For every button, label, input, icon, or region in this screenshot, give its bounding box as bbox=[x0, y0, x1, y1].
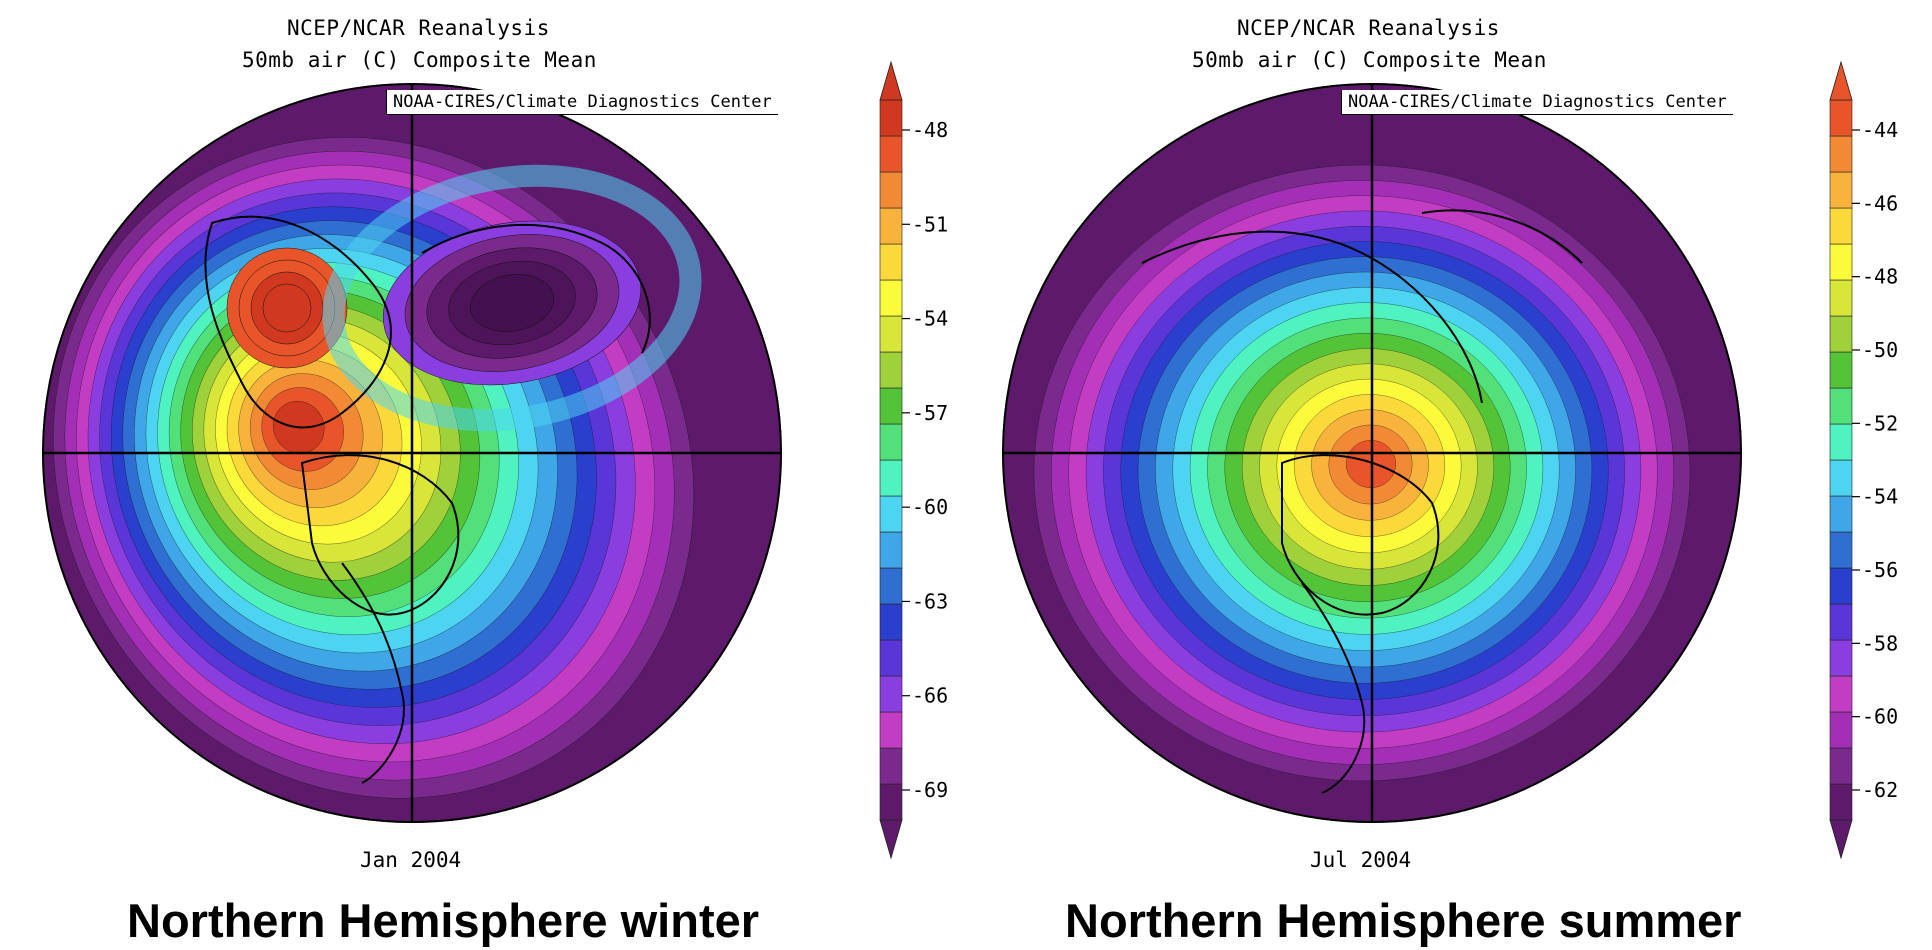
colorbar-segment bbox=[879, 603, 903, 641]
colorbar-segment bbox=[1829, 747, 1853, 785]
colorbar-segment bbox=[879, 99, 903, 137]
colorbar-tick-label: -57 bbox=[912, 401, 948, 425]
coastline bbox=[1141, 230, 1483, 404]
winter-polar-map bbox=[42, 83, 782, 823]
colorbar-segment bbox=[879, 279, 903, 317]
colorbar-segment bbox=[879, 531, 903, 569]
summer-colorbar: -44 -46 -48 -50 -52 -54 -56 -58 -60 -62 bbox=[1829, 60, 1898, 860]
colorbar-segment bbox=[1829, 99, 1853, 137]
colorbar-segment bbox=[879, 171, 903, 209]
colorbar-tick-label: -60 bbox=[912, 495, 948, 519]
colorbar-tick-label: -54 bbox=[1862, 485, 1898, 509]
colorbar-tick-label: -51 bbox=[912, 212, 948, 236]
colorbar-segment bbox=[1829, 675, 1853, 713]
coastline bbox=[341, 562, 405, 784]
map-date: Jan 2004 bbox=[360, 848, 462, 872]
colorbar-tick-label: -46 bbox=[1862, 191, 1898, 215]
colorbar-segment bbox=[1829, 171, 1853, 209]
colorbar-segment bbox=[1829, 315, 1853, 353]
colorbar-segment bbox=[879, 675, 903, 713]
coastline bbox=[300, 454, 460, 616]
season-caption: Northern Hemisphere winter bbox=[127, 894, 760, 947]
colorbar-tick-label: -44 bbox=[1862, 118, 1898, 142]
header-line1: NCEP/NCAR Reanalysis bbox=[1237, 16, 1500, 40]
colorbar-tick-label: -48 bbox=[912, 118, 948, 142]
colorbar-arrow-top bbox=[1829, 60, 1853, 101]
colorbar-tick-label: -52 bbox=[1862, 411, 1898, 435]
cold-vortex-contour bbox=[470, 274, 554, 332]
credit-label: NOAA-CIRES/Climate Diagnostics Center bbox=[386, 90, 778, 115]
header-line1: NCEP/NCAR Reanalysis bbox=[287, 16, 550, 40]
colorbar-segment bbox=[1829, 639, 1853, 677]
colorbar-segment bbox=[1829, 279, 1853, 317]
colorbar-tick-label: -66 bbox=[912, 684, 948, 708]
coastline bbox=[1281, 454, 1440, 616]
colorbar-tick-label: -63 bbox=[912, 589, 948, 613]
colorbar-segment bbox=[879, 243, 903, 281]
header-line2: 50mb air (C) Composite Mean bbox=[1192, 48, 1547, 72]
colorbar-tick-label: -48 bbox=[1862, 265, 1898, 289]
colorbar-segment bbox=[879, 315, 903, 353]
map-border bbox=[42, 83, 782, 823]
colorbar-segment bbox=[879, 207, 903, 245]
season-caption: Northern Hemisphere summer bbox=[1065, 894, 1742, 947]
colorbar-segment bbox=[879, 459, 903, 497]
colorbar-arrow-bottom bbox=[1829, 819, 1853, 860]
colorbar-segment bbox=[1829, 567, 1853, 605]
map-date: Jul 2004 bbox=[1310, 848, 1412, 872]
colorbar-segment bbox=[879, 639, 903, 677]
colorbar-tick-label: -58 bbox=[1862, 631, 1898, 655]
vortex-edge-band bbox=[322, 164, 702, 432]
colorbar-segment bbox=[879, 135, 903, 173]
colorbar-segment bbox=[1829, 243, 1853, 281]
colorbar-tick-label: -50 bbox=[1862, 338, 1898, 362]
colorbar-segment bbox=[879, 423, 903, 461]
colorbar-segment bbox=[1829, 495, 1853, 533]
colorbar-segment bbox=[879, 711, 903, 749]
credit-label: NOAA-CIRES/Climate Diagnostics Center bbox=[1341, 90, 1733, 115]
colorbar-tick-label: -62 bbox=[1862, 778, 1898, 802]
colorbar-segment bbox=[879, 351, 903, 389]
coastline bbox=[1421, 209, 1583, 264]
colorbar-segment bbox=[1829, 531, 1853, 569]
colorbar-tick-label: -56 bbox=[1862, 558, 1898, 582]
colorbar-segment bbox=[879, 495, 903, 533]
winter-colorbar: -48 -51 -54 -57 -60 -63 -66 -69 bbox=[879, 60, 948, 860]
coastline bbox=[204, 215, 392, 429]
colorbar-segment bbox=[879, 783, 903, 821]
colorbar-segment bbox=[1829, 459, 1853, 497]
colorbar-segment bbox=[1829, 387, 1853, 425]
colorbar-arrow-top bbox=[879, 60, 903, 101]
colorbar-tick-label: -54 bbox=[912, 307, 948, 331]
colorbar-segment bbox=[879, 747, 903, 785]
colorbar-segment bbox=[1829, 207, 1853, 245]
colorbar-tick-label: -69 bbox=[912, 778, 948, 802]
header-line2: 50mb air (C) Composite Mean bbox=[242, 48, 597, 72]
colorbar-segment bbox=[1829, 711, 1853, 749]
colorbar-arrow-bottom bbox=[879, 819, 903, 860]
map-border bbox=[1002, 83, 1742, 823]
winter-panel: NCEP/NCAR Reanalysis 50mb air (C) Compos… bbox=[42, 16, 948, 947]
warm-core-contour bbox=[262, 283, 312, 333]
colorbar-segment bbox=[879, 567, 903, 605]
colorbar-tick-label: -60 bbox=[1862, 705, 1898, 729]
colorbar-segment bbox=[1829, 135, 1853, 173]
colorbar-segment bbox=[1829, 351, 1853, 389]
colorbar-segment bbox=[1829, 603, 1853, 641]
colorbar-segment bbox=[1829, 783, 1853, 821]
colorbar-segment bbox=[1829, 423, 1853, 461]
coastline bbox=[421, 223, 651, 354]
colorbar-segment bbox=[879, 387, 903, 425]
summer-panel: NCEP/NCAR Reanalysis 50mb air (C) Compos… bbox=[966, 0, 1932, 950]
summer-polar-map bbox=[1002, 83, 1742, 823]
coastline bbox=[1301, 582, 1366, 794]
